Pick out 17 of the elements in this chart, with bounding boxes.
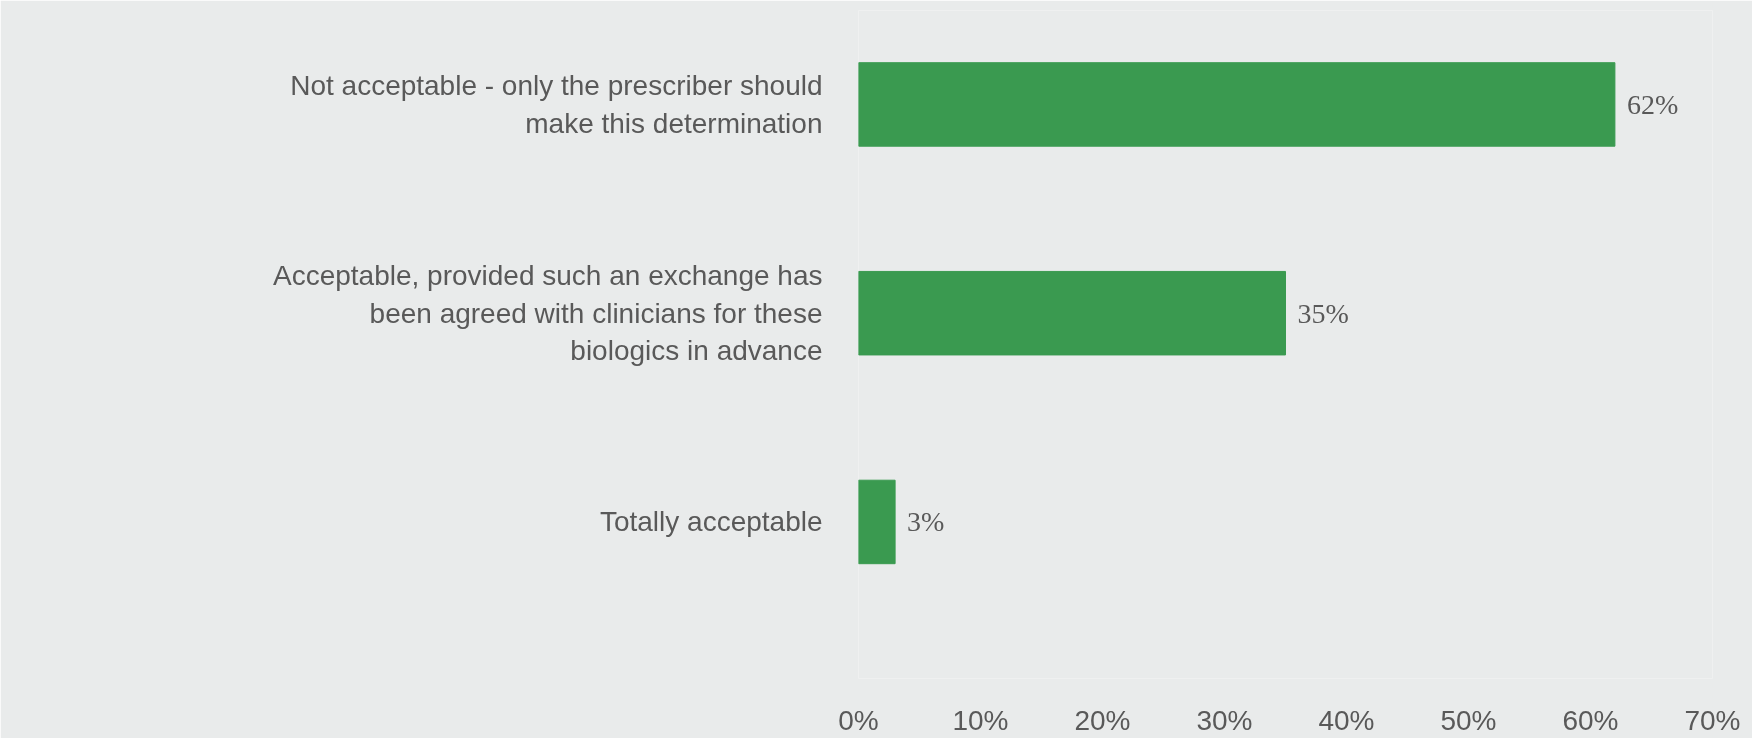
x-tick-label: 0% xyxy=(838,704,879,736)
x-tick-label: 30% xyxy=(1196,704,1253,736)
bar xyxy=(858,62,1616,147)
x-tick-label: 50% xyxy=(1440,704,1497,736)
x-tick-label: 20% xyxy=(1074,704,1131,736)
y-tick-label: Totally acceptable xyxy=(599,506,823,538)
x-tick-label: 70% xyxy=(1684,704,1741,736)
x-tick-label: 10% xyxy=(952,704,1009,736)
x-tick-label: 60% xyxy=(1562,704,1619,736)
data-label: 3% xyxy=(907,506,945,538)
bar xyxy=(858,479,896,565)
data-label: 62% xyxy=(1626,88,1679,120)
x-tick-label: 40% xyxy=(1318,704,1375,736)
bar xyxy=(858,270,1286,356)
y-tick-label: Not acceptable - only the prescriber should make this determination xyxy=(290,70,823,139)
data-label: 35% xyxy=(1297,297,1349,329)
y-tick-label: Acceptable, provided such an exchange has been agreed with clinicians for these biologics in advance xyxy=(273,260,823,366)
